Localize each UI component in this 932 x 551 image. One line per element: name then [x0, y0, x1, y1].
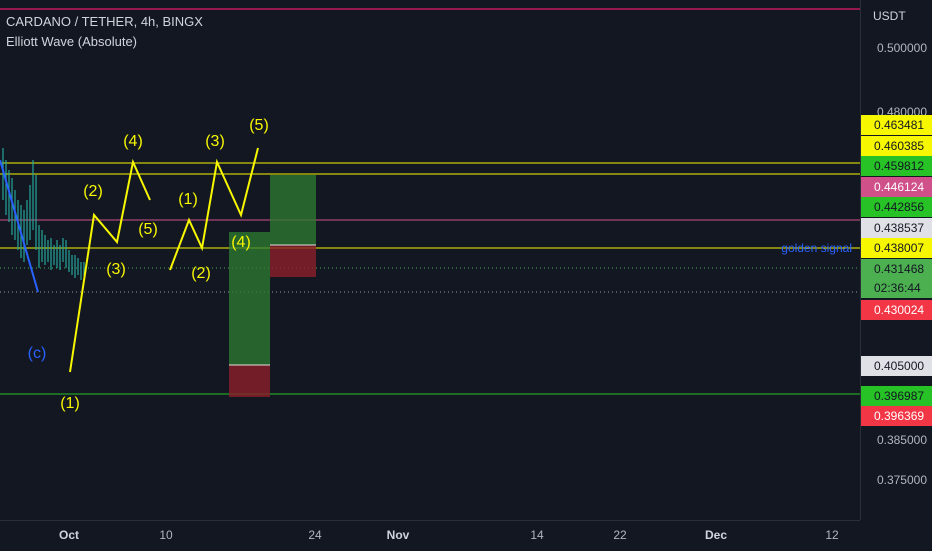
indicator-title[interactable]: Elliott Wave (Absolute) — [6, 34, 138, 49]
wave-label-2b: (2) — [191, 265, 211, 282]
time-label: Dec — [704, 528, 728, 542]
price-tag: 0.396369 — [861, 406, 932, 426]
chart-pane[interactable]: (1) (2) (3) (4) (5) (1) (2) (3) (4) (5) … — [0, 0, 860, 520]
price-tag: 0.438537 — [861, 218, 932, 238]
price-tag: 0.459812 — [861, 156, 932, 176]
price-tick: 0.385000 — [876, 433, 927, 447]
price-tag: 0.430024 — [861, 300, 932, 320]
position-box-1-profit[interactable] — [229, 232, 270, 365]
price-tag: 0.463481 — [861, 115, 932, 135]
price-tick: 0.500000 — [876, 41, 927, 55]
price-tag: 02:36:44 — [861, 278, 932, 298]
time-label: 22 — [613, 528, 627, 542]
wave-label-5b: (5) — [249, 117, 269, 134]
price-tag: 0.396987 — [861, 386, 932, 406]
time-label: Nov — [386, 528, 410, 542]
wave-label-4b: (4) — [231, 234, 251, 251]
position-box-2-profit[interactable] — [270, 175, 316, 245]
price-tag: 0.442856 — [861, 197, 932, 217]
symbol-title[interactable]: CARDANO / TETHER, 4h, BINGX — [6, 14, 203, 29]
price-tag: 0.446124 — [861, 177, 932, 197]
time-label: 24 — [308, 528, 322, 542]
wave-label-c: (c) — [28, 345, 47, 362]
price-tag: 0.405000 — [861, 356, 932, 376]
time-label: Oct — [58, 528, 80, 542]
position-box-2-loss[interactable] — [270, 245, 316, 277]
currency-label[interactable]: USDT — [873, 9, 906, 23]
price-tag: 0.431468 — [861, 259, 932, 279]
elliott-wave-1 — [69, 158, 151, 373]
elliott-wave-2 — [169, 147, 259, 271]
golden-signal-label: golden signal — [781, 241, 852, 255]
wave-label-1b: (1) — [178, 191, 198, 208]
price-candles — [2, 148, 85, 280]
wave-c-line — [0, 159, 39, 293]
time-label: 12 — [825, 528, 839, 542]
time-label: 10 — [159, 528, 173, 542]
wave-label-3a: (3) — [106, 261, 126, 278]
wave-label-5a: (5) — [138, 221, 158, 238]
wave-label-3b: (3) — [205, 133, 225, 150]
wave-label-4a: (4) — [123, 133, 143, 150]
time-label: 14 — [530, 528, 544, 542]
time-axis[interactable]: Oct 10 24 Nov 14 22 Dec 12 — [0, 520, 860, 551]
price-tick: 0.375000 — [876, 473, 927, 487]
position-box-1-loss[interactable] — [229, 365, 270, 397]
wave-label-2a: (2) — [83, 183, 103, 200]
price-axis[interactable]: USDT 0.500000 0.480000 0.385000 0.375000… — [860, 0, 932, 520]
price-tag: 0.438007 — [861, 238, 932, 258]
wave-label-1a: (1) — [60, 395, 80, 412]
price-tag: 0.460385 — [861, 136, 932, 156]
